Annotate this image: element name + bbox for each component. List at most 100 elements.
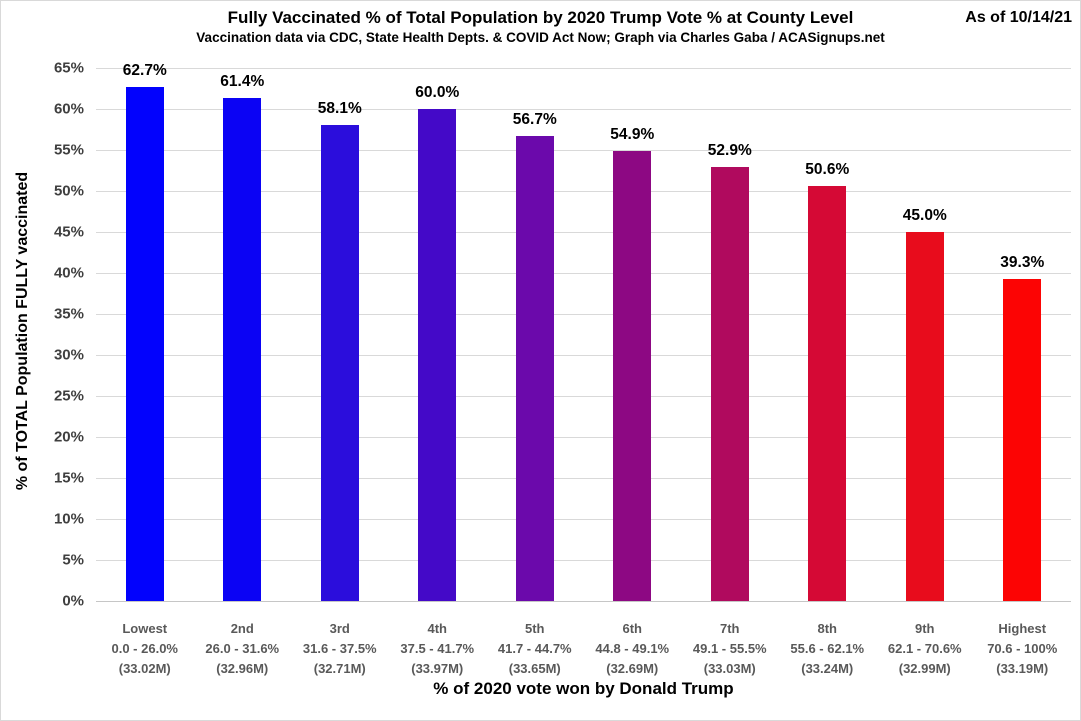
x-category-population: (32.99M) [898,661,951,676]
x-category-population: (32.96M) [216,661,269,676]
bar-slot: 58.1% [291,68,389,601]
x-axis-title: % of 2020 vote won by Donald Trump [433,679,734,698]
x-category-label: Lowest 0.0 - 26.0% (33.02M) [96,619,194,679]
x-axis-category-labels: Lowest 0.0 - 26.0% (33.02M) 2nd 26.0 - 31.6%… [96,619,1071,679]
bar-value-label: 52.9% [707,142,752,159]
bar-slot: 60.0% [389,68,487,601]
bar-value-label: 45.0% [902,207,947,224]
x-category-label: 7th 49.1 - 55.5% (33.03M) [681,619,779,679]
bar [418,109,457,601]
bar-slot: 54.9% [584,68,682,601]
gridline [96,191,1071,192]
bar-value-label: 62.7% [122,62,167,79]
x-category-range: 49.1 - 55.5% [692,641,767,656]
gridline [96,314,1071,315]
chart-subtitle: Vaccination data via CDC, State Health D… [196,30,885,45]
x-category-population: (32.69M) [606,661,659,676]
x-category-population: (33.24M) [801,661,854,676]
as-of-date: As of 10/14/21 [965,9,1072,26]
x-category-label: Highest 70.6 - 100% (33.19M) [974,619,1072,679]
x-category-tier: Lowest [122,621,168,636]
gridline [96,519,1071,520]
bar-slot: 45.0% [876,68,974,601]
x-category-range: 41.7 - 44.7% [497,641,572,656]
y-tick-label: 45% [53,223,84,241]
gridline [96,273,1071,274]
y-tick-label: 55% [53,141,84,159]
bar [710,167,749,601]
x-category-label: 3rd 31.6 - 37.5% (32.71M) [291,619,389,679]
y-tick-label: 60% [53,100,84,118]
gridline [96,109,1071,110]
y-tick-label: 35% [53,305,84,323]
y-tick-label: 50% [53,182,84,200]
x-category-tier: 3rd [329,621,350,636]
y-tick-label: 30% [53,346,84,364]
x-category-label: 9th 62.1 - 70.6% (32.99M) [876,619,974,679]
bar [223,98,262,601]
bar-slot: 62.7% [96,62,194,601]
x-category-label: 4th 37.5 - 41.7% (33.97M) [389,619,487,679]
x-category-population: (33.97M) [411,661,464,676]
bar-slot: 52.9% [681,68,779,601]
bar-slot: 56.7% [486,68,584,601]
chart-title: Fully Vaccinated % of Total Population b… [227,8,854,27]
x-category-range: 55.6 - 62.1% [790,641,865,656]
y-tick-label: 5% [62,551,84,569]
bar-value-label: 60.0% [415,84,460,101]
y-tick-label: 10% [53,510,84,528]
bar-value-label: 58.1% [317,100,362,117]
x-category-tier: 4th [427,621,448,636]
x-category-range: 44.8 - 49.1% [595,641,670,656]
x-category-range: 62.1 - 70.6% [887,641,962,656]
y-tick-label: 25% [53,387,84,405]
x-category-label: 6th 44.8 - 49.1% (32.69M) [584,619,682,679]
bar [320,125,359,601]
bar-value-label: 50.6% [805,161,850,178]
bar-slot: 61.4% [194,68,292,601]
y-tick-label: 20% [53,428,84,446]
bar-slot: 39.3% [974,68,1072,601]
bar-value-label: 54.9% [610,126,655,143]
plot-area: 0% 5% 10% 15% 20% 25% 30% 35% 40% 45% 50% 55% 60% 65%… [54,60,1072,610]
x-category-tier: 5th [525,621,545,636]
bar [125,87,164,601]
x-category-population: (33.03M) [703,661,756,676]
bar-value-label: 61.4% [220,73,265,90]
bar-slot: 50.6% [779,68,877,601]
bar-value-label: 39.3% [1000,254,1045,271]
x-category-population: (32.71M) [313,661,366,676]
bar [905,232,944,601]
gridline [96,355,1071,356]
x-category-range: 31.6 - 37.5% [302,641,377,656]
x-category-tier: 9th [915,621,935,636]
x-category-population: (33.65M) [508,661,561,676]
x-category-range: 37.5 - 41.7% [400,641,475,656]
x-category-population: (33.02M) [118,661,171,676]
x-axis-line [96,601,1071,602]
x-category-range: 70.6 - 100% [987,641,1058,656]
gridline [96,437,1071,438]
x-category-label: 8th 55.6 - 62.1% (33.24M) [779,619,877,679]
bar-value-label: 56.7% [512,111,557,128]
x-category-tier: 8th [817,621,838,636]
bar [613,151,652,601]
gridline [96,68,1071,69]
x-category-tier: 7th [720,621,740,636]
y-axis-title: % of TOTAL Population FULLY vaccinated [14,171,31,491]
gridline [96,150,1071,151]
y-tick-label: 65% [53,59,84,77]
gridline [96,560,1071,561]
gridline [96,396,1071,397]
bar [515,136,554,601]
x-category-range: 0.0 - 26.0% [111,641,179,656]
bar [808,186,847,601]
x-category-range: 26.0 - 31.6% [205,641,280,656]
x-category-tier: 2nd [230,621,254,636]
x-category-population: (33.19M) [996,661,1049,676]
x-category-tier: 6th [622,621,643,636]
x-category-tier: Highest [998,621,1047,636]
gridline [96,478,1071,479]
y-tick-label: 40% [53,264,84,282]
